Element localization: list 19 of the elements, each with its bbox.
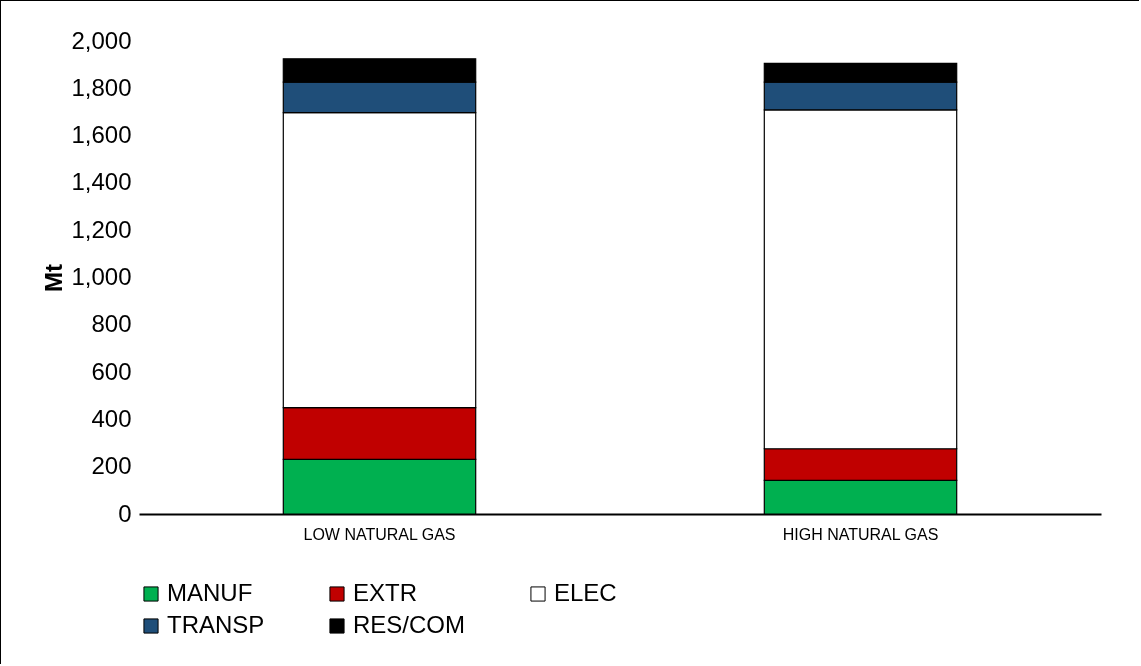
legend-label: MANUF (167, 579, 253, 606)
legend-label: EXTR (353, 579, 418, 606)
y-tick-label: 1,200 (71, 215, 132, 243)
y-tick-label: 1,000 (71, 263, 132, 290)
legend-label: ELEC (554, 579, 617, 606)
y-tick-label: 800 (91, 310, 132, 338)
y-tick-label: 400 (91, 404, 132, 432)
y-tick-label: 1,400 (71, 168, 132, 196)
y-tick-label: 1,600 (71, 121, 132, 149)
x-tick-label: LOW NATURAL GAS (303, 525, 456, 543)
y-tick-label: 2,000 (71, 26, 132, 54)
y-tick-label: 600 (91, 357, 132, 385)
x-tick-label: HIGH NATURAL GAS (782, 525, 939, 543)
y-tick-label: 1,800 (71, 73, 132, 101)
y-tick-label: 0 (118, 499, 132, 527)
legend-label: TRANSP (167, 611, 265, 638)
y-tick-label: 200 (91, 452, 132, 480)
y-axis-title: Mt (40, 264, 68, 292)
legend-label: RES/COM (353, 611, 466, 638)
